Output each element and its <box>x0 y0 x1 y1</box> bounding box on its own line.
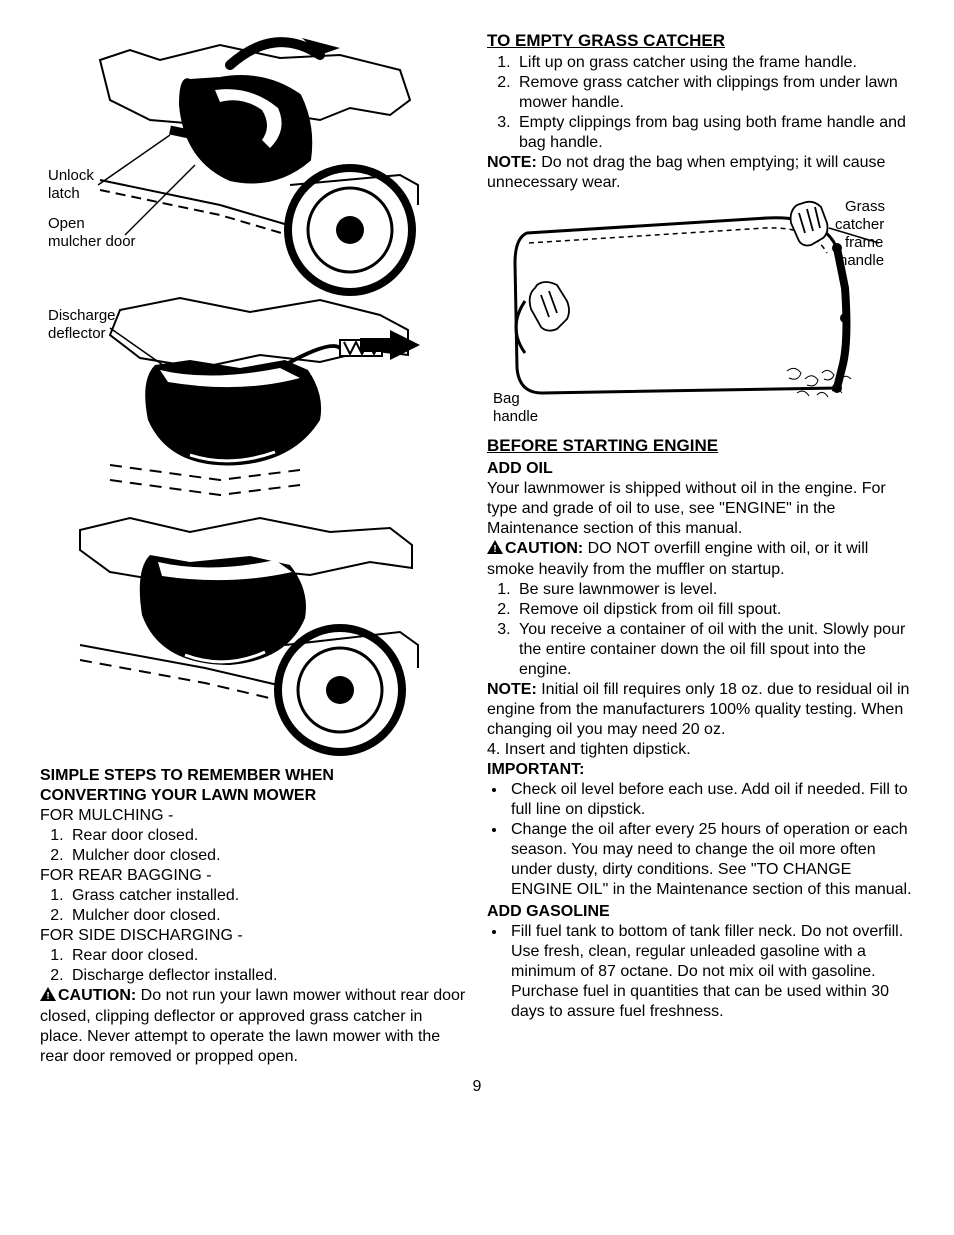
oil-item-4: 4. Insert and tighten dipstick. <box>487 740 914 760</box>
mulching-list: Rear door closed. Mulcher door closed. <box>40 826 467 866</box>
list-item: Check oil level before each use. Add oil… <box>507 780 914 820</box>
discharging-head: FOR SIDE DISCHARGING - <box>40 926 467 946</box>
list-item: Remove grass catcher with clippings from… <box>515 73 914 113</box>
list-item: Rear door closed. <box>68 946 467 966</box>
warning-triangle-icon: ! <box>487 540 503 560</box>
discharging-list: Rear door closed. Discharge deflector in… <box>40 946 467 986</box>
svg-text:!: ! <box>493 544 496 554</box>
note-label: NOTE: <box>487 681 537 698</box>
list-item: Remove oil dipstick from oil fill spout. <box>515 600 914 620</box>
important-list: Check oil level before each use. Add oil… <box>487 780 914 900</box>
label-discharge-2: deflector <box>48 325 106 342</box>
label-handle: handle <box>839 252 884 269</box>
label-unlock-latch-1: Unlock <box>48 167 94 184</box>
oil-note: NOTE: Initial oil fill requires only 18 … <box>487 680 914 740</box>
bagging-head: FOR REAR BAGGING - <box>40 866 467 886</box>
list-item: Mulcher door closed. <box>68 846 467 866</box>
list-item: Grass catcher installed. <box>68 886 467 906</box>
oil-caution-block: ! CAUTION: DO NOT overfill engine with o… <box>487 539 914 580</box>
list-item: Mulcher door closed. <box>68 906 467 926</box>
list-item: Discharge deflector installed. <box>68 966 467 986</box>
add-gasoline-head: ADD GASOLINE <box>487 902 914 922</box>
label-frame: frame <box>845 234 883 251</box>
label-catcher: catcher <box>835 216 884 233</box>
list-item: Fill fuel tank to bottom of tank filler … <box>507 922 914 1022</box>
list-item: You receive a container of oil with the … <box>515 620 914 680</box>
steps-title-line2: CONVERTING YOUR LAWN MOWER <box>40 786 467 806</box>
empty-note: NOTE: Do not drag the bag when emptying;… <box>487 153 914 193</box>
list-item: Change the oil after every 25 hours of o… <box>507 820 914 900</box>
caution-label: CAUTION: <box>505 540 583 557</box>
mulching-head: FOR MULCHING - <box>40 806 467 826</box>
label-open-2: mulcher door <box>48 233 136 250</box>
label-discharge-1: Discharge <box>48 307 116 324</box>
add-gasoline-list: Fill fuel tank to bottom of tank filler … <box>487 922 914 1022</box>
note-text: Do not drag the bag when emptying; it wi… <box>487 154 885 191</box>
label-grass: Grass <box>845 198 885 215</box>
list-item: Rear door closed. <box>68 826 467 846</box>
label-bag-2: handle <box>493 408 538 423</box>
label-bag-1: Bag <box>493 390 520 407</box>
caution-block: ! CAUTION: Do not run your lawn mower wi… <box>40 986 467 1067</box>
note-label: NOTE: <box>487 154 537 171</box>
add-oil-intro: Your lawnmower is shipped without oil in… <box>487 479 914 539</box>
label-open-1: Open <box>48 215 85 232</box>
empty-grass-list: Lift up on grass catcher using the frame… <box>487 53 914 153</box>
svg-text:!: ! <box>46 991 49 1001</box>
caution-label: CAUTION: <box>58 987 136 1004</box>
oil-steps-list: Be sure lawnmower is level. Remove oil d… <box>487 580 914 680</box>
grass-catcher-figure: Grass catcher frame handle Bag handle <box>487 193 914 423</box>
empty-grass-title: TO EMPTY GRASS CATCHER <box>487 30 914 51</box>
steps-title-line1: SIMPLE STEPS TO REMEMBER WHEN <box>40 766 467 786</box>
warning-triangle-icon: ! <box>40 987 56 1007</box>
page-number: 9 <box>40 1077 914 1097</box>
note-text: Initial oil fill requires only 18 oz. du… <box>487 681 909 738</box>
mower-mulcher-figure: Unlock latch Open mulcher door <box>40 30 467 760</box>
list-item: Lift up on grass catcher using the frame… <box>515 53 914 73</box>
list-item: Empty clippings from bag using both fram… <box>515 113 914 153</box>
list-item: Be sure lawnmower is level. <box>515 580 914 600</box>
add-oil-head: ADD OIL <box>487 459 914 479</box>
label-unlock-latch-2: latch <box>48 185 80 202</box>
important-head: IMPORTANT: <box>487 760 914 780</box>
before-starting-title: BEFORE STARTING ENGINE <box>487 435 914 456</box>
bagging-list: Grass catcher installed. Mulcher door cl… <box>40 886 467 926</box>
